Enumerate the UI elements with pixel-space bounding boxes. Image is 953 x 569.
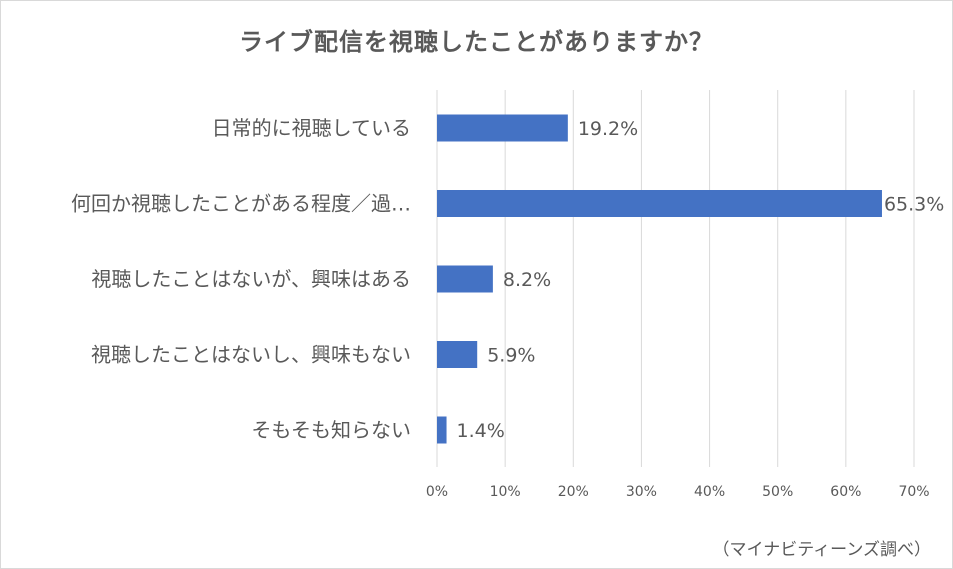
category-label: 何回か視聴したことがある程度／過… [71, 192, 411, 216]
bar [437, 114, 568, 142]
x-tick-label: 40% [694, 484, 725, 500]
value-label: 1.4% [457, 420, 505, 442]
chart-title: ライブ配信を視聴したことがありますか？ [239, 28, 714, 56]
category-label: 日常的に視聴している [212, 116, 411, 140]
value-label: 5.9% [487, 345, 535, 367]
bars [437, 114, 882, 444]
x-tick-label: 30% [626, 484, 657, 500]
gridlines [436, 90, 915, 467]
x-tick-label: 70% [898, 484, 929, 500]
value-label: 65.3% [884, 194, 944, 216]
x-tick-label: 60% [830, 484, 861, 500]
value-label: 19.2% [578, 118, 638, 140]
bar [437, 190, 882, 217]
category-label: そもそも知らない [251, 418, 411, 442]
bar [437, 341, 478, 368]
bar [437, 416, 447, 444]
x-tick-label: 10% [490, 484, 521, 500]
labels: 0% 10% 20% 30% 40% 50% 60% 70% 日常的に視聴している 19.2% 何回… [71, 116, 944, 500]
x-tick-label: 20% [558, 484, 589, 500]
bar [437, 265, 493, 293]
x-tick-label: 50% [762, 484, 793, 500]
category-label: 視聴したことはないし、興味もない [91, 343, 411, 367]
x-tick-label: 0% [426, 484, 448, 500]
value-label: 8.2% [503, 269, 551, 291]
category-label: 視聴したことはないが、興味はある [91, 267, 411, 291]
source-note: （マイナビティーンズ調べ） [712, 540, 931, 560]
